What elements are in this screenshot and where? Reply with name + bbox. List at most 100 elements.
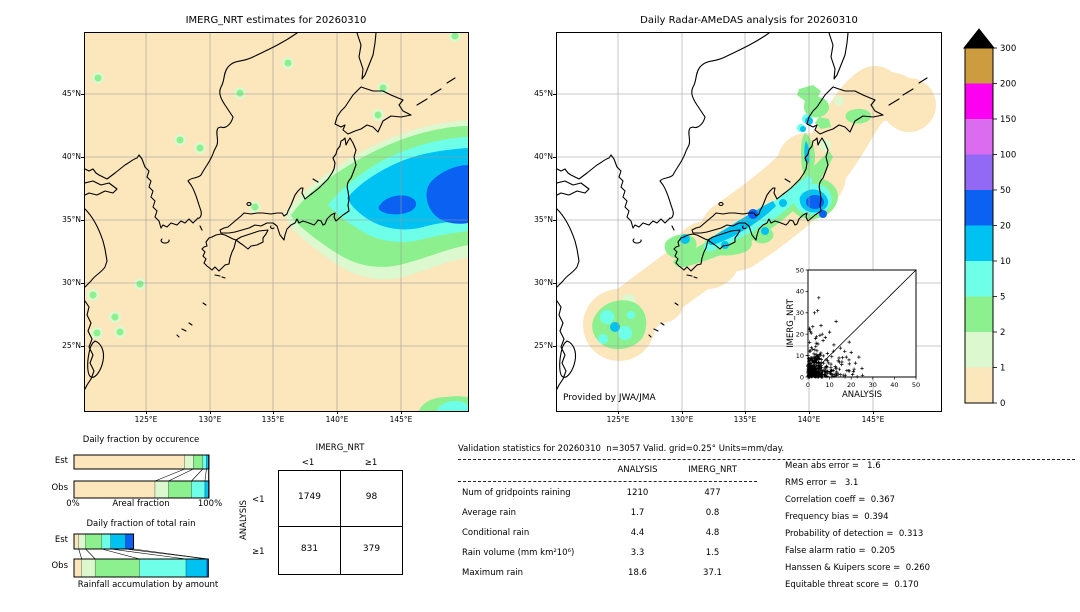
scatter-x-tick: 30: [869, 381, 877, 389]
coastline: [691, 137, 829, 241]
colorbar-segment: [965, 261, 993, 297]
stat-rms-error: RMS error = 3.1: [785, 478, 859, 488]
scatter-x-tick: 0: [806, 381, 810, 389]
lon-tick-mark: [401, 411, 402, 414]
contingency-hline: [279, 526, 402, 527]
lon-tick-label: 125°E: [134, 415, 158, 424]
stats-row-label: Rain volume (mm km²10⁶): [462, 548, 575, 558]
bar-segment: [154, 480, 169, 499]
lat-tick-label: 45°N: [534, 89, 553, 98]
lon-tick-label: 135°E: [261, 415, 285, 424]
contingency-grid: 1749 98 831 379: [278, 470, 403, 575]
bar-segment: [110, 533, 126, 550]
stat-ets: Equitable threat score = 0.170: [785, 580, 919, 590]
stats-row-imerg-value: 477: [704, 488, 721, 498]
bar-segment: [204, 480, 209, 499]
scatter-y-tick: 20: [796, 331, 804, 339]
lat-tick-label: 40°N: [62, 152, 81, 161]
coastline: [416, 98, 428, 106]
left-map-title: IMERG_NRT estimates for 20260310: [185, 15, 367, 26]
coastline: [334, 86, 412, 135]
bar-segment: [78, 533, 86, 550]
lon-tick-label: 135°E: [733, 415, 757, 424]
lon-tick-mark: [809, 411, 810, 414]
occurrence-est-label: Est: [54, 456, 68, 466]
colorbar-segment: [965, 367, 993, 403]
coastline: [181, 328, 187, 332]
lat-tick-mark: [553, 94, 556, 95]
coastline: [632, 238, 642, 244]
stats-row-analysis-value: 3.3: [630, 548, 645, 558]
stats-row-label: Num of gridpoints raining: [462, 488, 571, 498]
credit-label: Provided by JWA/JMA: [563, 393, 656, 403]
colorbar-label: 2: [1000, 328, 1005, 338]
scatter-ylabel: IMERG_NRT: [786, 298, 796, 348]
coastline: [246, 201, 252, 207]
colorbar-canvas: 0 1 2 5 10 20 50 100 150 200 300: [962, 28, 1016, 409]
coastline: [557, 180, 590, 196]
coastline: [430, 88, 442, 96]
coastline: [806, 86, 884, 135]
lat-tick-label: 40°N: [534, 152, 553, 161]
coastline: [85, 180, 118, 196]
coastline: [707, 229, 741, 250]
colorbar-label: 50: [1000, 186, 1011, 196]
radar-amedas-map: 0 0 10 10 20 20 30 30 40 40 50 50 ANALYSIS IMERG_NRT …: [556, 32, 942, 412]
colorbar-segment: [965, 296, 993, 332]
scatter-y-tick: 10: [796, 352, 804, 360]
lat-tick-label: 35°N: [62, 215, 81, 224]
fan-connector: [133, 548, 209, 560]
scatter-y-tick: 40: [796, 288, 804, 296]
fan-connector: [191, 468, 204, 482]
coastline: [557, 300, 567, 390]
coastline: [160, 238, 170, 244]
coastline: [660, 322, 665, 326]
lon-tick-mark: [146, 411, 147, 414]
bar-segment: [191, 480, 206, 499]
stat-frequency-bias: Frequency bias = 0.394: [785, 512, 889, 522]
stats-col-imerg: IMERG_NRT: [688, 465, 737, 475]
imerg-map: [84, 32, 469, 412]
contingency-vline: [340, 471, 341, 574]
stats-row-imerg-value: 0.8: [705, 508, 720, 518]
stats-row-label: Conditional rain: [462, 528, 530, 538]
coastline: [87, 340, 105, 378]
stats-row-imerg-value: 37.1: [703, 568, 722, 578]
lat-tick-mark: [81, 94, 84, 95]
lon-tick-label: 125°E: [606, 415, 630, 424]
colorbar-label: 5: [1000, 293, 1005, 303]
totalrain-obs-label: Obs: [51, 561, 68, 571]
coastline: [85, 208, 108, 288]
colorbar-segment: [965, 83, 993, 119]
coastline: [888, 98, 900, 106]
bar-segment: [81, 558, 96, 578]
fan-connector: [154, 468, 185, 482]
colorbar: 0 1 2 5 10 20 50 100 150 200 300: [952, 18, 1077, 418]
lat-tick-mark: [553, 346, 556, 347]
occurrence-x100-label: 100%: [197, 499, 223, 509]
coastline: [85, 300, 95, 390]
lat-tick-mark: [81, 220, 84, 221]
lat-tick-mark: [553, 157, 556, 158]
stats-col-analysis: ANALYSIS: [617, 465, 658, 475]
fan-connector: [110, 548, 187, 560]
coastline: [828, 33, 849, 80]
stat-far: False alarm ratio = 0.205: [785, 546, 896, 556]
coastline: [176, 334, 180, 338]
coastline: [221, 276, 226, 279]
colorbar-label: 10: [1000, 257, 1011, 267]
occurrence-x0-label: 0%: [66, 499, 80, 509]
scatter-xlabel: ANALYSIS: [842, 390, 882, 400]
coastline: [693, 276, 698, 279]
occurrence-bars: [73, 454, 210, 499]
lon-tick-mark: [337, 411, 338, 414]
lat-tick-mark: [553, 220, 556, 221]
fan-connector: [85, 548, 96, 560]
lon-tick-label: 130°E: [670, 415, 694, 424]
contingency-col-title: IMERG_NRT: [315, 443, 365, 453]
colorbar-label: 300: [1000, 44, 1016, 54]
contingency-row-title: ANALYSIS: [239, 499, 249, 541]
lon-tick-label: 140°E: [797, 415, 821, 424]
coastline: [85, 33, 298, 229]
